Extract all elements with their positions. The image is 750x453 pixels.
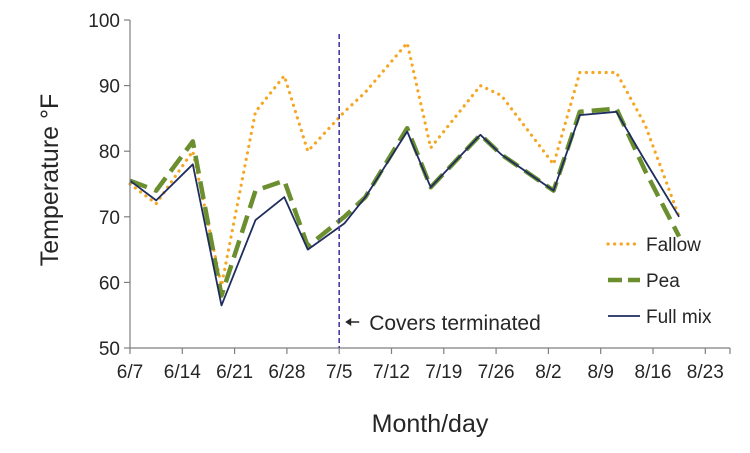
- x-tick-label: 7/19: [425, 362, 462, 383]
- annotation-text: Covers terminated: [369, 312, 541, 335]
- legend-label: Fallow: [646, 235, 701, 256]
- x-tick-label: 6/14: [164, 362, 201, 383]
- y-tick-label: 70: [99, 208, 120, 229]
- x-tick-label: 6/21: [216, 362, 253, 383]
- y-tick-label: 100: [88, 11, 120, 32]
- x-tick-label: 6/28: [268, 362, 305, 383]
- y-tick-label: 80: [99, 142, 120, 163]
- x-tick-label: 8/23: [687, 362, 724, 383]
- x-tick-label: 7/12: [373, 362, 410, 383]
- x-tick-label: 7/26: [478, 362, 515, 383]
- y-axis-title: Temperature °F: [36, 94, 64, 267]
- y-tick-labels: 50 60 70 80 90 100: [88, 11, 130, 360]
- x-tick-label: 8/2: [535, 362, 561, 383]
- y-tick-label: 60: [99, 273, 120, 294]
- legend-label: Pea: [646, 271, 680, 292]
- series-layer: [128, 41, 682, 307]
- y-tick-label: 50: [99, 339, 120, 360]
- x-tick-label: 8/9: [587, 362, 613, 383]
- annotation: Covers terminated: [345, 312, 541, 335]
- y-tick-label: 90: [99, 77, 120, 98]
- series-line-full-mix: [129, 110, 680, 307]
- x-tick-label: 7/5: [326, 362, 352, 383]
- legend: Fallow Pea Full mix: [606, 235, 712, 328]
- x-tick-labels: 6/7 6/14 6/21 6/28 7/5 7/12 7/19 7/26 8/2 8/9 8/16…: [117, 348, 731, 383]
- x-tick-label: 6/7: [117, 362, 143, 383]
- annotation-arrow-head: [345, 318, 352, 326]
- legend-label: Full mix: [646, 307, 712, 328]
- x-tick-label: 8/16: [635, 362, 672, 383]
- x-axis-title: Month/day: [372, 410, 489, 438]
- axes-layer: [129, 20, 730, 349]
